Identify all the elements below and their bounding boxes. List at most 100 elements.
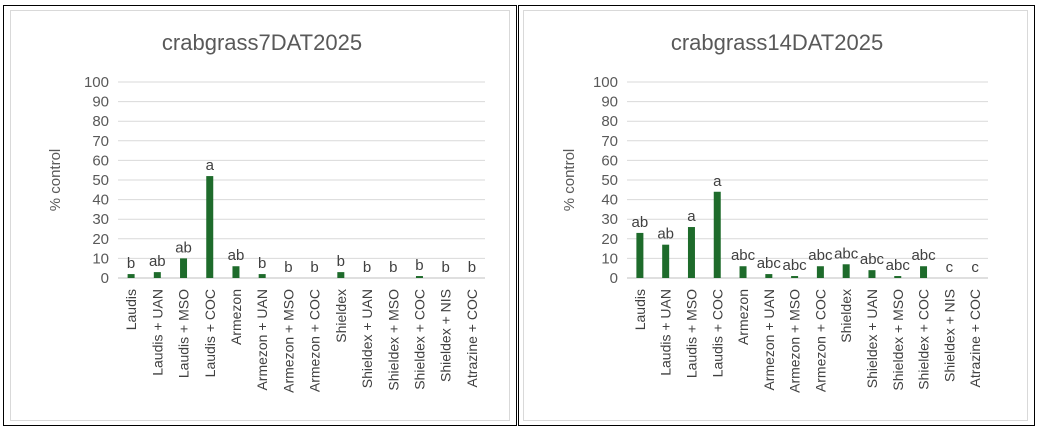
data-label-0-8: b [337,253,345,270]
data-label-1-10: abc [886,257,911,274]
data-label-1-6: abc [783,257,808,274]
y-tick-label-1-9: 90 [601,94,618,111]
data-label-1-3: a [713,173,722,190]
category-label-0-8: Shieldex [333,289,349,343]
y-tick-label-1-2: 20 [601,231,618,248]
bar-1-0 [636,232,644,278]
data-label-1-9: abc [860,251,885,268]
bar-0-11 [415,276,423,278]
bar-0-5 [258,274,266,278]
category-label-1-10: Shieldex + MSO [890,289,906,391]
category-label-1-1: Laudis + UAN [658,289,674,376]
y-tick-label-1-1: 10 [601,250,618,267]
y-tick-label-0-2: 20 [92,231,109,248]
y-tick-label-0-6: 60 [92,152,109,169]
bar-1-1 [662,244,670,278]
category-label-0-13: Atrazine + COC [464,289,480,387]
data-label-1-2: a [687,208,696,225]
bar-0-3 [206,176,214,278]
category-label-1-8: Shieldex [838,289,854,343]
category-label-1-0: Laudis [632,289,648,330]
category-label-0-2: Laudis + MSO [176,289,192,378]
category-label-1-11: Shieldex + COC [916,289,932,390]
category-label-0-5: Armezon + UAN [254,289,270,391]
data-label-0-13: b [468,259,476,276]
y-axis-label-0: % control [47,149,64,212]
bar-1-10 [894,276,902,278]
y-tick-label-1-3: 30 [601,211,618,228]
category-label-0-12: Shieldex + NIS [438,289,454,382]
bar-1-7 [816,266,824,278]
bar-1-11 [920,266,928,278]
data-label-1-8: abc [834,245,859,262]
category-label-1-2: Laudis + MSO [683,289,699,378]
data-label-0-9: b [363,259,371,276]
y-tick-label-0-0: 0 [101,270,109,287]
y-tick-label-0-10: 100 [84,74,109,91]
bar-0-8 [337,272,345,278]
y-axis-label-1: % control [561,149,578,212]
bar-1-8 [842,264,850,278]
category-label-0-1: Laudis + UAN [149,289,165,376]
bar-0-1 [153,272,161,278]
category-label-0-11: Shieldex + COC [411,289,427,390]
category-label-1-9: Shieldex + UAN [864,289,880,388]
data-label-1-11: abc [911,247,936,264]
category-label-0-4: Armezon [228,289,244,345]
bar-1-5 [765,274,773,278]
category-label-1-7: Armezon + COC [812,289,828,392]
data-label-0-5: b [258,255,266,272]
category-label-0-9: Shieldex + UAN [359,289,375,388]
y-tick-label-0-3: 30 [92,211,109,228]
y-tick-label-0-9: 90 [92,94,109,111]
data-label-0-2: ab [175,239,192,256]
chart-panel-left [3,5,517,426]
chart-title-1: crabgrass14DAT2025 [671,30,883,55]
y-tick-label-1-4: 40 [601,192,618,209]
category-label-0-10: Shieldex + MSO [385,289,401,391]
category-label-1-3: Laudis + COC [709,289,725,377]
y-tick-label-0-4: 40 [92,192,109,209]
y-tick-label-0-7: 70 [92,133,109,150]
data-label-0-10: b [389,259,397,276]
y-tick-label-0-5: 50 [92,172,109,189]
y-tick-label-0-1: 10 [92,250,109,267]
category-label-0-7: Armezon + COC [307,289,323,392]
bar-0-4 [232,266,240,278]
data-label-1-12: c [946,259,954,276]
data-label-1-4: abc [731,247,756,264]
bar-0-2 [180,258,188,278]
data-label-0-1: ab [149,253,166,270]
y-tick-label-1-0: 0 [610,270,618,287]
y-tick-label-1-8: 80 [601,113,618,130]
category-label-0-0: Laudis [123,289,139,330]
category-label-0-6: Armezon + MSO [280,289,296,393]
category-label-0-3: Laudis + COC [202,289,218,377]
data-label-0-4: ab [228,247,245,264]
category-label-1-5: Armezon + UAN [761,289,777,391]
chart-title-0: crabgrass7DAT2025 [162,30,362,55]
y-tick-label-1-10: 100 [593,74,618,91]
data-label-1-13: c [971,259,979,276]
category-label-1-4: Armezon [735,289,751,345]
data-label-1-0: ab [632,214,649,231]
category-label-1-6: Armezon + MSO [787,289,803,393]
category-label-1-13: Atrazine + COC [967,289,983,387]
bar-1-2 [687,227,695,278]
y-tick-label-1-6: 60 [601,152,618,169]
data-label-0-7: b [310,259,318,276]
bar-0-0 [127,274,135,278]
data-label-0-3: a [206,157,215,174]
data-label-1-1: ab [657,226,674,243]
y-tick-label-0-8: 80 [92,113,109,130]
bar-1-4 [739,266,747,278]
y-tick-label-1-5: 50 [601,172,618,189]
chart-area-border-left [10,10,510,421]
data-label-0-6: b [284,259,292,276]
data-label-1-5: abc [757,255,782,272]
chart-panel-right [518,5,1035,426]
data-label-1-7: abc [808,247,833,264]
data-label-0-0: b [127,255,135,272]
category-label-1-12: Shieldex + NIS [941,289,957,382]
chart-area-border-right [523,10,1028,421]
